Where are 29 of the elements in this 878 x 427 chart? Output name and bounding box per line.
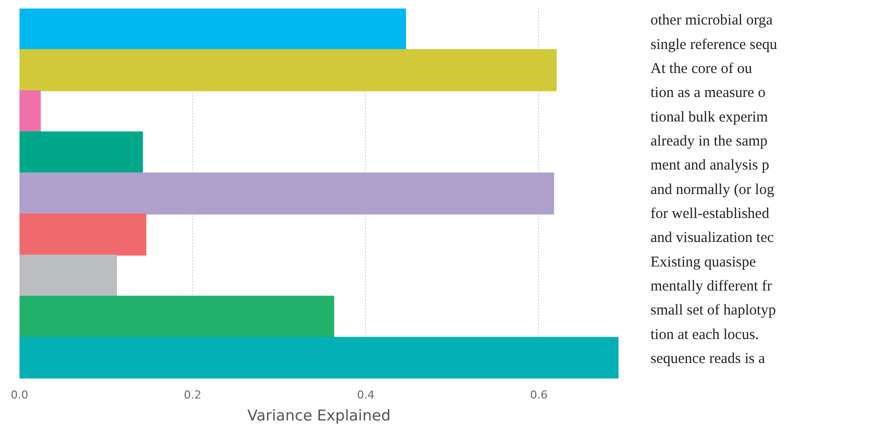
text: sequence reads is a — [650, 351, 766, 368]
text: At the core of ou — [650, 60, 753, 77]
x-tick-label: 0.6 — [530, 388, 548, 402]
x-tick-label: 0.2 — [184, 388, 202, 402]
x-tick-label: 0.4 — [356, 388, 374, 402]
text: other microbial orga — [650, 12, 774, 29]
text: already in the samp — [650, 134, 768, 150]
bar — [20, 131, 143, 174]
text: tion at each locus. — [650, 326, 759, 343]
text: mentally different fr — [650, 278, 772, 295]
x-axis-title: Variance Explained — [247, 406, 391, 424]
bar — [20, 90, 41, 132]
bar — [20, 336, 618, 378]
text: tional bulk experim — [650, 109, 768, 126]
text: Existing quasispe — [650, 254, 756, 270]
text: ment and analysis p — [650, 158, 770, 174]
text: and visualization tec — [650, 230, 774, 246]
text: for well-established — [650, 206, 770, 222]
bar — [20, 172, 554, 215]
text: single reference sequ — [650, 36, 778, 53]
bar — [20, 254, 117, 297]
text: and normally (or log — [650, 182, 775, 198]
x-tick-label: 0.0 — [10, 388, 28, 402]
bar — [20, 8, 406, 50]
bar — [20, 49, 557, 92]
bar — [20, 214, 146, 256]
text: small set of haplotyp — [650, 302, 776, 319]
text: tion as a measure o — [650, 85, 766, 102]
bar — [20, 296, 334, 338]
